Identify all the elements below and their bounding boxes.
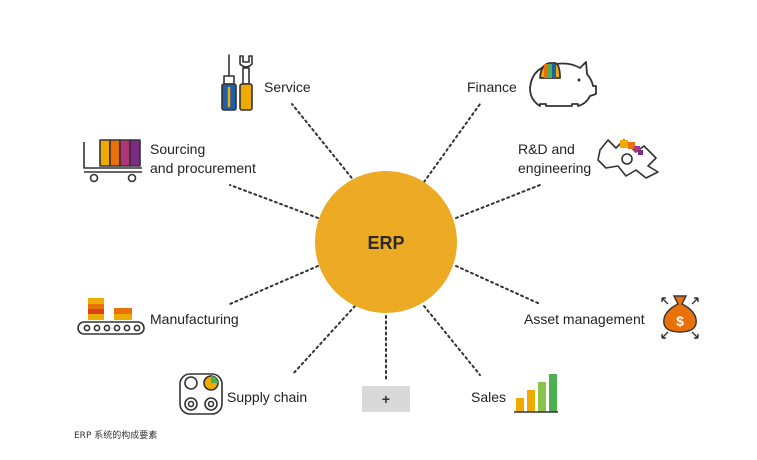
bar-chart-icon xyxy=(514,374,558,413)
node-manufacturing: Manufacturing xyxy=(150,310,239,329)
node-rnd-label-2: engineering xyxy=(518,160,592,176)
erp-hub xyxy=(315,171,457,313)
node-service-label: Service xyxy=(264,79,311,95)
node-asset: Asset management xyxy=(524,310,645,329)
spoke-service xyxy=(291,103,356,183)
plus-label: + xyxy=(382,391,390,407)
spoke-asset xyxy=(455,265,541,305)
node-supply: Supply chain xyxy=(227,388,307,407)
conveyor-icon xyxy=(77,298,145,335)
erp-hub-label: ERP xyxy=(367,233,404,253)
gears-icon xyxy=(597,139,659,179)
node-rnd-label-1: R&D and xyxy=(518,141,575,157)
spoke-supply xyxy=(291,305,356,376)
plus-box[interactable] xyxy=(362,386,410,412)
node-manufacturing-label: Manufacturing xyxy=(150,311,239,327)
node-sourcing-label-2: and procurement xyxy=(150,160,256,176)
connector-lines xyxy=(229,103,541,383)
piggy-bank-icon xyxy=(529,61,597,107)
spoke-sales xyxy=(423,305,481,376)
spoke-finance xyxy=(423,103,481,183)
node-sourcing-label-1: Sourcing xyxy=(150,141,206,157)
cart-icon xyxy=(83,139,142,183)
node-supply-label: Supply chain xyxy=(227,389,308,405)
node-sourcing: Sourcing and procurement xyxy=(150,140,256,178)
node-sales-label: Sales xyxy=(471,389,507,405)
node-sales: Sales xyxy=(471,388,506,407)
svg-text:$: $ xyxy=(676,313,684,329)
figure-caption: ERP 系统的构成要素 xyxy=(74,431,158,441)
money-bag-icon: $ xyxy=(661,295,699,339)
wrench-screwdriver-icon xyxy=(221,54,253,111)
node-finance-label: Finance xyxy=(467,79,517,95)
spoke-manufacturing xyxy=(229,265,319,305)
node-service: Service xyxy=(264,78,311,97)
node-asset-label: Asset management xyxy=(524,311,645,327)
node-rnd: R&D and engineering xyxy=(518,140,591,178)
node-finance: Finance xyxy=(467,78,517,97)
spoke-rnd xyxy=(455,184,541,219)
rollers-icon xyxy=(179,373,223,415)
spoke-sourcing xyxy=(229,184,319,219)
